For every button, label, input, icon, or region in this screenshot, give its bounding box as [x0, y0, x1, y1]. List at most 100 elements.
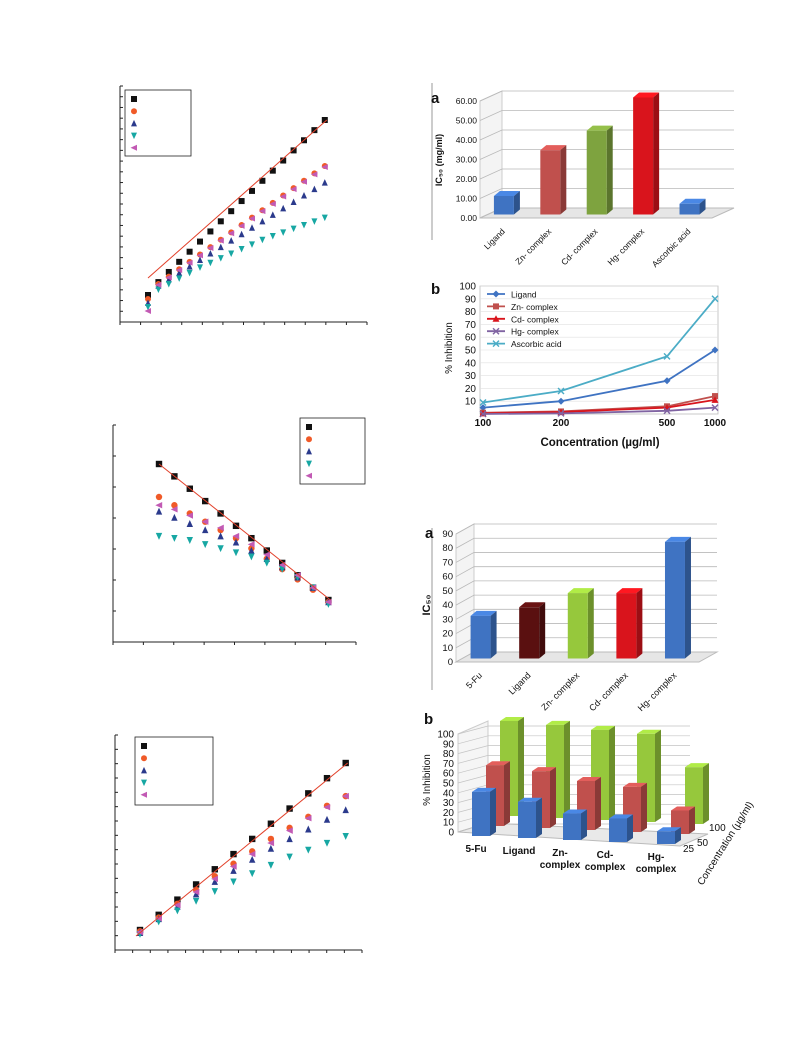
gridline — [455, 523, 717, 535]
y-tick-label: 20 — [443, 808, 455, 819]
bar-panel-1: a 0.00 10.00 20.00 30.00 40.00 50.00 60.00 IC₅₀ … — [431, 83, 735, 269]
triangle-left-marker — [238, 222, 245, 229]
bar-0-3 — [609, 818, 627, 842]
x-marker-b — [711, 295, 719, 303]
square-marker — [269, 167, 276, 174]
category-label: Hg- — [648, 852, 665, 863]
triangle-up-marker — [342, 806, 349, 814]
triangle-down-marker — [176, 275, 183, 282]
triangle-left-marker — [175, 267, 183, 274]
circle-marker — [155, 493, 163, 501]
bar-0-1-side — [536, 797, 542, 838]
triangle-up-marker — [202, 526, 209, 534]
triangle-down-marker — [230, 878, 237, 886]
triangle-up-marker — [259, 217, 266, 225]
triangle-up-marker — [141, 766, 147, 774]
y-tick-label: 20 — [465, 384, 477, 395]
y-tick-label: 90 — [443, 739, 455, 750]
category-label: complex — [636, 864, 677, 875]
y-tick-label: 90 — [465, 294, 477, 305]
triangle-up-marker — [269, 211, 276, 218]
triangle-left-marker — [263, 551, 270, 558]
series-line — [482, 399, 716, 415]
triangle-up-marker — [290, 198, 297, 205]
y-tick-label: 10 — [465, 397, 477, 408]
x-tick-label: 500 — [659, 418, 676, 429]
triangle-up-marker — [311, 185, 318, 193]
square-marker — [145, 292, 151, 298]
y-tick-label: 60 — [465, 333, 477, 344]
y-tick-label: 70 — [442, 557, 453, 568]
bar-0-3-top — [609, 814, 633, 819]
triangle-left-marker — [248, 850, 256, 858]
x-marker-b — [557, 409, 565, 417]
bar-2-2-top — [591, 725, 615, 730]
bar-3-side — [653, 92, 660, 215]
category-label: complex — [585, 862, 626, 873]
triangle-down-marker — [305, 846, 312, 854]
triangle-up-marker — [232, 538, 240, 546]
y-tick-label: 30 — [465, 371, 477, 382]
x-tick-label: 1000 — [704, 418, 727, 429]
square-marker — [186, 248, 193, 255]
triangle-up-marker — [323, 815, 331, 823]
triangle-up-marker — [207, 250, 214, 257]
bar-0-side — [490, 610, 497, 659]
bar-2-1-side — [564, 720, 570, 818]
triangle-left-marker — [186, 512, 193, 519]
square-marker — [712, 393, 718, 400]
category-label: Cd- — [597, 850, 614, 861]
circle-marker — [141, 755, 147, 762]
bar-2-top — [567, 588, 594, 594]
triangle-left-marker — [216, 524, 224, 532]
bar-2-3-side — [655, 729, 661, 822]
triangle-left-marker — [267, 839, 275, 847]
bar-0-4 — [657, 831, 675, 844]
bar-1-top — [540, 145, 567, 151]
bar-1-side — [539, 602, 546, 659]
bar-2-1-top — [546, 720, 570, 725]
triangle-up-marker — [211, 877, 218, 885]
triangle-left-marker — [285, 827, 293, 834]
x-marker-b — [663, 352, 671, 360]
series-line — [482, 406, 716, 415]
triangle-down-marker — [263, 559, 270, 567]
triangle-up-marker — [267, 844, 275, 852]
bar-1-2-top — [577, 777, 601, 781]
square-marker — [321, 117, 328, 123]
square-marker — [232, 522, 240, 530]
triangle-up-marker — [321, 179, 328, 186]
triangle-left-marker — [201, 518, 209, 525]
triangle-left-marker — [165, 274, 172, 281]
triangle-down-marker — [238, 245, 245, 253]
gridline — [457, 735, 690, 745]
triangle-down-marker — [279, 565, 286, 573]
depth-tick-label: 50 — [697, 838, 709, 849]
triangle-marker — [711, 396, 719, 403]
y-tick-label: 70 — [443, 759, 455, 770]
triangle-left-marker — [324, 598, 332, 606]
fit-line — [135, 762, 349, 937]
bar-4-side — [684, 536, 691, 659]
bar-1-3-top — [623, 782, 647, 787]
y-tick-label: 10 — [443, 818, 455, 829]
square-marker — [311, 127, 318, 134]
triangle-down-marker — [249, 241, 255, 248]
triangle-left-marker — [186, 259, 193, 266]
legend-label: Ascorbic acid — [511, 339, 562, 349]
triangle-up-marker — [217, 532, 224, 540]
triangle-left-marker — [300, 178, 307, 185]
y-tick-label: 40 — [442, 600, 453, 611]
scatter-panel-2 — [112, 417, 366, 645]
y-tick-label: 0 — [448, 657, 453, 668]
gridline — [455, 566, 717, 578]
bar-0-2 — [563, 813, 581, 840]
triangle-down-marker — [155, 286, 162, 293]
triangle-left-marker — [279, 193, 287, 200]
bar-panel-2: a 0 10 20 30 40 50 60 70 80 90 IC₅₀ 5-Fu Ligand Zn- co… — [421, 523, 719, 713]
bar-3-top — [633, 92, 660, 98]
triangle-up-marker — [155, 507, 163, 515]
triangle-down-marker — [290, 225, 297, 233]
square-marker — [248, 534, 255, 542]
